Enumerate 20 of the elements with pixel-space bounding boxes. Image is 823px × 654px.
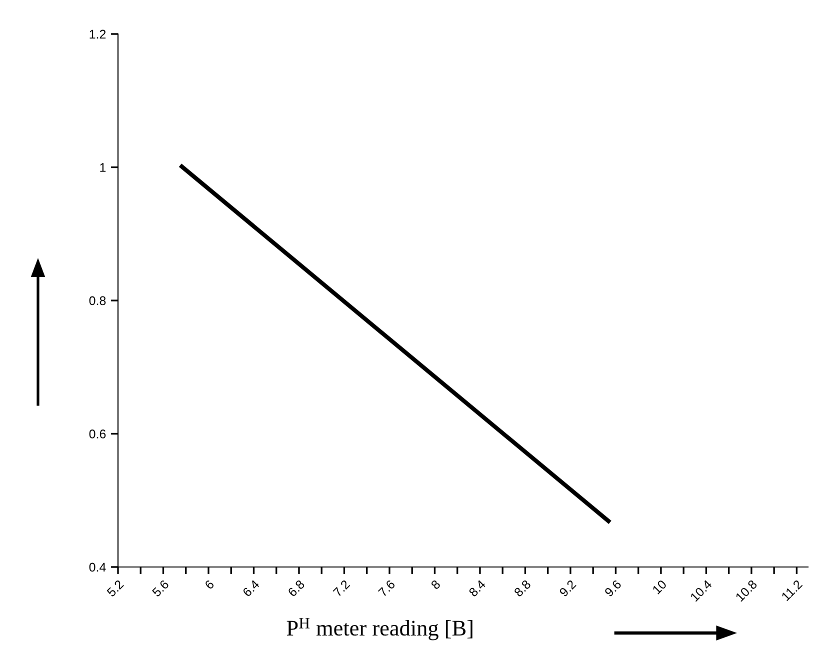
y-tick-label: 0.8 (89, 296, 106, 306)
y-tick-label: 1 (100, 163, 106, 172)
x-tick-label: 5.2 (106, 579, 124, 598)
y-tick-label: 0.4 (89, 562, 106, 572)
x-tick-label: 6.8 (287, 579, 306, 598)
x-tick-label: 6 (204, 579, 215, 590)
x-tick-label: 7.6 (378, 579, 396, 598)
y-tick-label: 0.6 (89, 430, 106, 438)
x-tick-label: 5.6 (152, 579, 170, 598)
x-tick-label: 8.4 (468, 579, 486, 598)
y-tick-label: 1.2 (90, 30, 106, 39)
x-axis-title: P$^{H}$ meter reading [B] (286, 618, 472, 640)
x-tick-label: 7.2 (332, 579, 350, 598)
x-tick-label: 9.2 (558, 579, 577, 598)
x-tick-label: 10 (652, 579, 668, 594)
x-tick-label: 6.4 (242, 579, 260, 598)
x-tick-label: 8 (430, 579, 441, 590)
x-tick-label: 8.8 (514, 579, 532, 598)
x-tick-label: 11.2 (781, 579, 803, 602)
x-tick-label: 9.6 (604, 579, 622, 598)
